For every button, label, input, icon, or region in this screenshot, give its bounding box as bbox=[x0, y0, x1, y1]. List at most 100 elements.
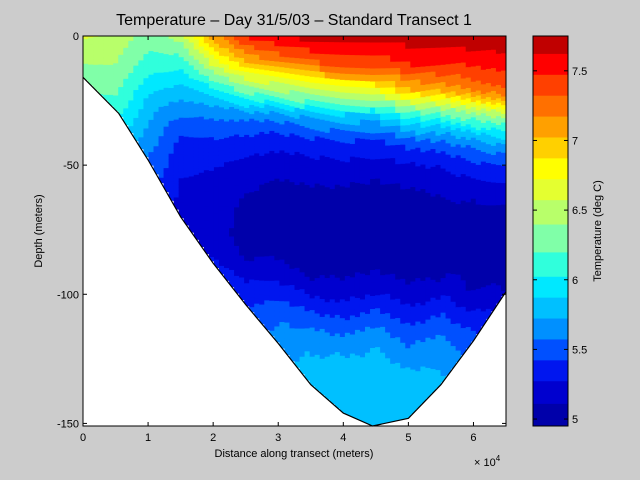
temperature-cell bbox=[148, 59, 155, 63]
temperature-cell bbox=[395, 87, 401, 95]
temperature-cell bbox=[324, 102, 331, 110]
temperature-cell bbox=[339, 405, 346, 413]
temperature-cell bbox=[158, 101, 165, 106]
temperature-cell bbox=[173, 93, 180, 98]
temperature-cell bbox=[118, 88, 124, 91]
temperature-cell bbox=[98, 48, 104, 51]
temperature-cell bbox=[213, 178, 220, 184]
temperature-cell bbox=[299, 266, 306, 273]
temperature-cell bbox=[410, 98, 416, 106]
temperature-cell bbox=[239, 233, 245, 239]
temperature-cell bbox=[314, 118, 321, 126]
temperature-cell bbox=[485, 177, 492, 183]
temperature-cell bbox=[309, 105, 316, 113]
temperature-cell bbox=[163, 72, 170, 76]
temperature-cell bbox=[309, 70, 316, 78]
temperature-cell bbox=[294, 212, 301, 219]
temperature-cell bbox=[168, 148, 175, 152]
temperature-cell bbox=[475, 283, 482, 290]
temperature-cell bbox=[485, 285, 492, 291]
temperature-cell bbox=[329, 225, 336, 233]
temperature-cell bbox=[495, 205, 502, 211]
temperature-cell bbox=[123, 58, 129, 61]
temperature-cell bbox=[495, 138, 502, 144]
temperature-cell bbox=[88, 75, 94, 78]
temperature-cell bbox=[249, 233, 255, 239]
temperature-cell bbox=[400, 387, 406, 395]
temperature-cell bbox=[435, 147, 442, 154]
temperature-cell bbox=[143, 100, 150, 103]
temperature-cell bbox=[365, 275, 371, 283]
temperature-cell bbox=[163, 139, 170, 143]
temperature-cell bbox=[188, 107, 195, 112]
temperature-cell bbox=[430, 89, 437, 97]
temperature-cell bbox=[213, 248, 220, 253]
temperature-cell bbox=[279, 166, 286, 172]
temperature-cell bbox=[359, 145, 366, 153]
temperature-cell bbox=[485, 68, 492, 75]
temperature-cell bbox=[490, 155, 497, 161]
temperature-cell bbox=[93, 88, 99, 90]
temperature-cell bbox=[380, 191, 386, 199]
temperature-cell bbox=[168, 115, 175, 119]
temperature-cell bbox=[455, 290, 462, 297]
temperature-cell bbox=[153, 81, 160, 85]
temperature-cell bbox=[284, 94, 291, 101]
temperature-cell bbox=[128, 76, 134, 79]
temperature-cell bbox=[163, 160, 170, 164]
temperature-cell bbox=[344, 269, 351, 277]
temperature-cell bbox=[324, 66, 331, 73]
temperature-cell bbox=[178, 75, 185, 79]
temperature-cell bbox=[354, 36, 361, 43]
temperature-cell bbox=[254, 205, 260, 211]
temperature-cell bbox=[480, 190, 487, 197]
temperature-cell bbox=[500, 61, 506, 67]
temperature-cell bbox=[400, 355, 406, 363]
temperature-cell bbox=[218, 127, 225, 132]
temperature-cell bbox=[410, 143, 416, 150]
temperature-cell bbox=[138, 101, 145, 105]
temperature-cell bbox=[359, 318, 366, 326]
temperature-cell bbox=[259, 36, 265, 42]
temperature-cell bbox=[465, 124, 472, 131]
temperature-cell bbox=[354, 182, 361, 190]
temperature-cell bbox=[264, 246, 270, 253]
temperature-cell bbox=[128, 77, 134, 81]
temperature-cell bbox=[279, 290, 286, 297]
temperature-cell bbox=[188, 183, 195, 187]
temperature-cell bbox=[193, 69, 200, 74]
temperature-cell bbox=[299, 322, 306, 330]
temperature-cell bbox=[445, 103, 452, 111]
temperature-cell bbox=[385, 74, 391, 82]
temperature-cell bbox=[299, 187, 306, 195]
temperature-cell bbox=[103, 60, 109, 63]
temperature-cell bbox=[274, 265, 280, 271]
temperature-cell bbox=[380, 197, 386, 205]
temperature-cell bbox=[465, 129, 472, 136]
temperature-cell bbox=[128, 84, 134, 87]
temperature-cell bbox=[405, 412, 411, 419]
temperature-cell bbox=[153, 52, 160, 55]
temperature-cell bbox=[460, 174, 467, 180]
temperature-cell bbox=[239, 84, 245, 90]
temperature-cell bbox=[405, 106, 411, 114]
temperature-cell bbox=[319, 304, 326, 312]
temperature-cell bbox=[415, 365, 421, 372]
temperature-cell bbox=[309, 251, 316, 259]
temperature-cell bbox=[405, 176, 411, 184]
temperature-cell bbox=[410, 256, 416, 264]
temperature-cell bbox=[229, 115, 235, 121]
temperature-cell bbox=[83, 78, 89, 80]
temperature-cell bbox=[405, 284, 411, 292]
temperature-cell bbox=[415, 172, 421, 180]
temperature-cell bbox=[390, 93, 396, 101]
temperature-cell bbox=[289, 133, 296, 140]
temperature-cell bbox=[284, 115, 291, 122]
temperature-cell bbox=[415, 222, 421, 230]
temperature-cell bbox=[274, 204, 280, 210]
temperature-cell bbox=[455, 155, 462, 162]
temperature-cell bbox=[475, 328, 482, 335]
temperature-cell bbox=[490, 260, 497, 266]
temperature-cell bbox=[294, 356, 301, 363]
temperature-cell bbox=[385, 68, 391, 76]
